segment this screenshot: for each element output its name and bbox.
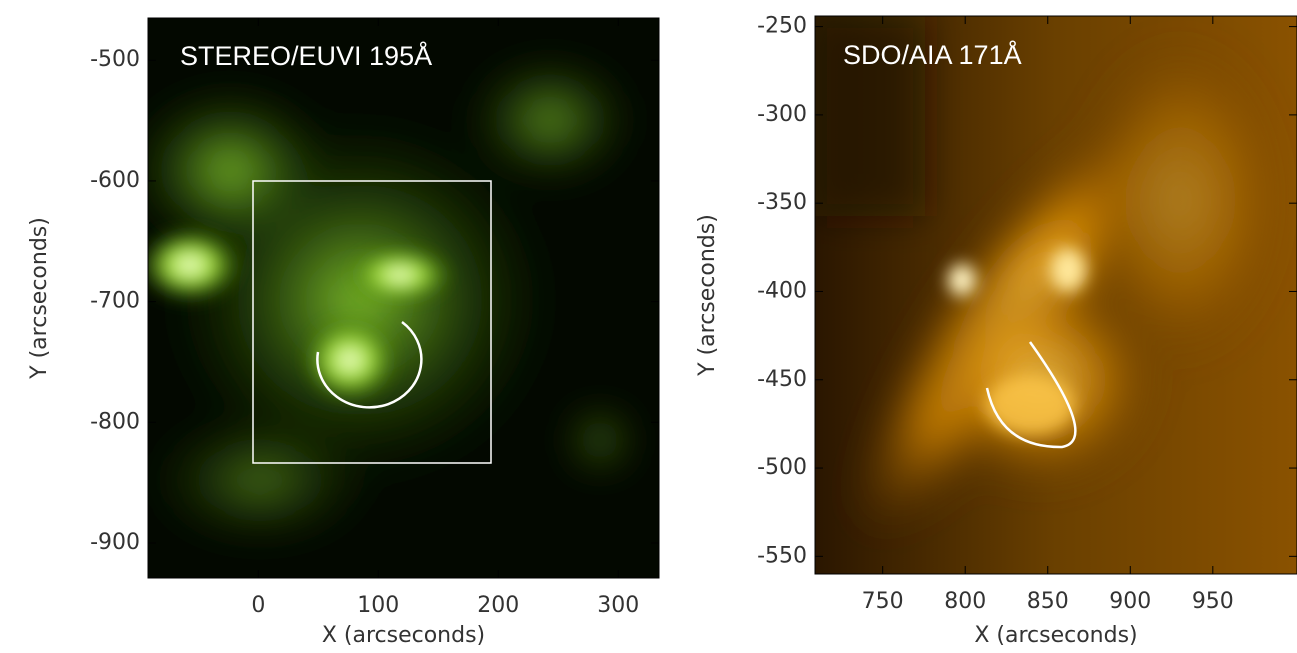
panel-title: STEREO/EUVI 195Å [180, 40, 432, 71]
y-axis-label: Y (arcseconds) [27, 217, 52, 380]
x-axis-label: X (arcseconds) [974, 623, 1137, 648]
x-tick-label: 800 [944, 589, 986, 614]
x-tick-label: 900 [1109, 589, 1151, 614]
y-tick-label: -600 [90, 168, 140, 193]
y-axis-label: Y (arcseconds) [695, 214, 720, 377]
y-tick-label: -500 [90, 47, 140, 72]
y-tick-label: -900 [90, 530, 140, 555]
x-axis-label: X (arcseconds) [322, 623, 485, 648]
x-tick-label: 750 [862, 589, 904, 614]
y-tick-label: -500 [757, 455, 807, 480]
x-tick-label: 0 [251, 593, 265, 618]
x-tick-label: 200 [477, 593, 519, 618]
y-tick-label: -700 [90, 289, 140, 314]
y-tick-label: -300 [757, 102, 807, 127]
x-tick-label: 100 [357, 593, 399, 618]
y-tick-label: -350 [757, 190, 807, 215]
x-tick-label: 950 [1192, 589, 1234, 614]
y-tick-label: -400 [757, 278, 807, 303]
y-tick-label: -250 [757, 14, 807, 39]
figure: STEREO/EUVI 195Å SDO/AIA 171Å 0 100 200 300… [0, 0, 1297, 649]
y-tick-label: -450 [757, 367, 807, 392]
euvi-image [120, 18, 659, 578]
y-tick-label: -550 [757, 543, 807, 568]
panel-title: SDO/AIA 171Å [843, 39, 1022, 70]
y-tick-label: -800 [90, 409, 140, 434]
page: {"chart_data": [ {"type": "image", "titl… [0, 0, 1297, 649]
x-tick-label: 300 [597, 593, 639, 618]
x-tick-label: 850 [1027, 589, 1069, 614]
aia-image [804, 16, 1297, 574]
